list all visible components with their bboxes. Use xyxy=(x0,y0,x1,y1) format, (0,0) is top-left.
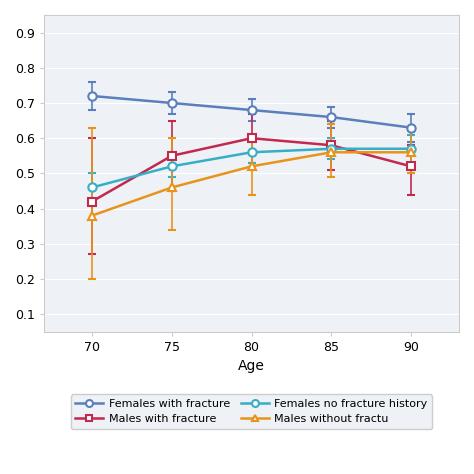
Legend: Females with fracture, Males with fracture, Females no fracture history, Males w: Females with fracture, Males with fractu… xyxy=(71,394,432,429)
X-axis label: Age: Age xyxy=(238,359,265,374)
